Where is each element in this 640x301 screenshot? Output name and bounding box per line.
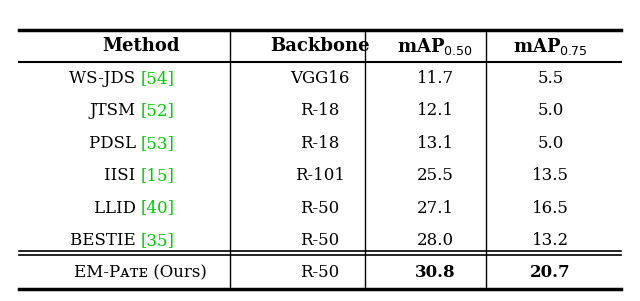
Text: EM-Pᴀᴛᴇ (Ours): EM-Pᴀᴛᴇ (Ours) xyxy=(74,264,207,281)
Text: 5.5: 5.5 xyxy=(537,70,564,87)
Text: JTSM: JTSM xyxy=(90,103,141,119)
Text: 20.7: 20.7 xyxy=(530,264,571,281)
Text: R-18: R-18 xyxy=(300,103,340,119)
Text: 27.1: 27.1 xyxy=(417,200,454,216)
Text: [54]: [54] xyxy=(141,70,175,87)
Text: 11.7: 11.7 xyxy=(417,70,454,87)
Text: 5.0: 5.0 xyxy=(537,135,564,152)
Text: mAP$_{0.50}$: mAP$_{0.50}$ xyxy=(397,36,473,57)
Text: 5.0: 5.0 xyxy=(537,103,564,119)
Text: LLID: LLID xyxy=(93,200,141,216)
Text: [40]: [40] xyxy=(141,200,175,216)
Text: 16.5: 16.5 xyxy=(532,200,569,216)
Text: Backbone: Backbone xyxy=(270,37,370,55)
Text: 13.2: 13.2 xyxy=(532,232,569,249)
Text: PDSL: PDSL xyxy=(88,135,141,152)
Text: Method: Method xyxy=(102,37,180,55)
Text: WS-JDS: WS-JDS xyxy=(69,70,141,87)
Text: [53]: [53] xyxy=(141,135,175,152)
Text: R-18: R-18 xyxy=(300,135,340,152)
Text: 30.8: 30.8 xyxy=(415,264,456,281)
Text: [52]: [52] xyxy=(141,103,175,119)
Text: VGG16: VGG16 xyxy=(291,70,349,87)
Text: R-101: R-101 xyxy=(295,167,345,184)
Text: 28.0: 28.0 xyxy=(417,232,454,249)
Text: R-50: R-50 xyxy=(300,200,340,216)
Text: 13.1: 13.1 xyxy=(417,135,454,152)
Text: 25.5: 25.5 xyxy=(417,167,454,184)
Text: 13.5: 13.5 xyxy=(532,167,569,184)
Text: R-50: R-50 xyxy=(300,232,340,249)
Text: IISI: IISI xyxy=(104,167,141,184)
Text: [15]: [15] xyxy=(141,167,175,184)
Text: mAP$_{0.75}$: mAP$_{0.75}$ xyxy=(513,36,588,57)
Text: 12.1: 12.1 xyxy=(417,103,454,119)
Text: BESTIE: BESTIE xyxy=(70,232,141,249)
Text: [35]: [35] xyxy=(141,232,175,249)
Text: R-50: R-50 xyxy=(300,264,340,281)
